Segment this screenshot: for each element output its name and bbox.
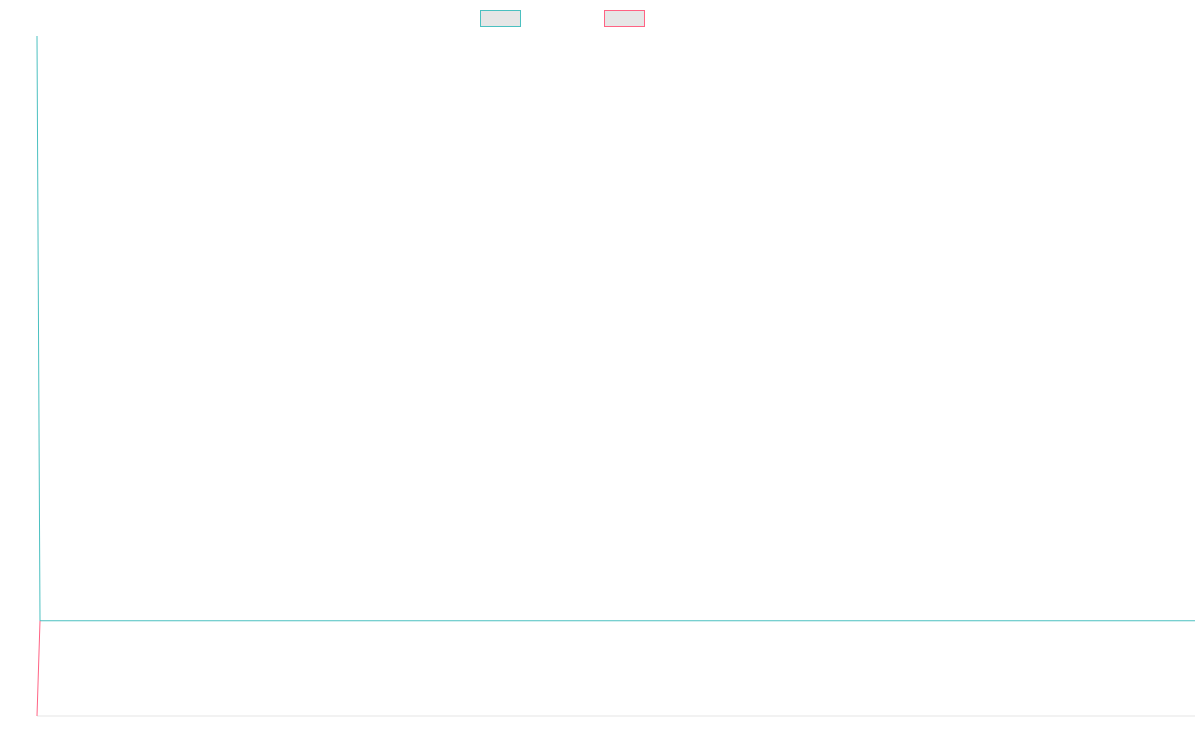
series-layer: [36, 35, 1195, 717]
series-line-1: [36, 35, 1195, 622]
legend-item[interactable]: [604, 10, 645, 27]
legend-swatch[interactable]: [604, 10, 645, 27]
series-line-2: [36, 620, 41, 717]
legend-item[interactable]: [480, 10, 521, 27]
legend-swatch[interactable]: [480, 10, 521, 27]
legend: [480, 10, 645, 27]
